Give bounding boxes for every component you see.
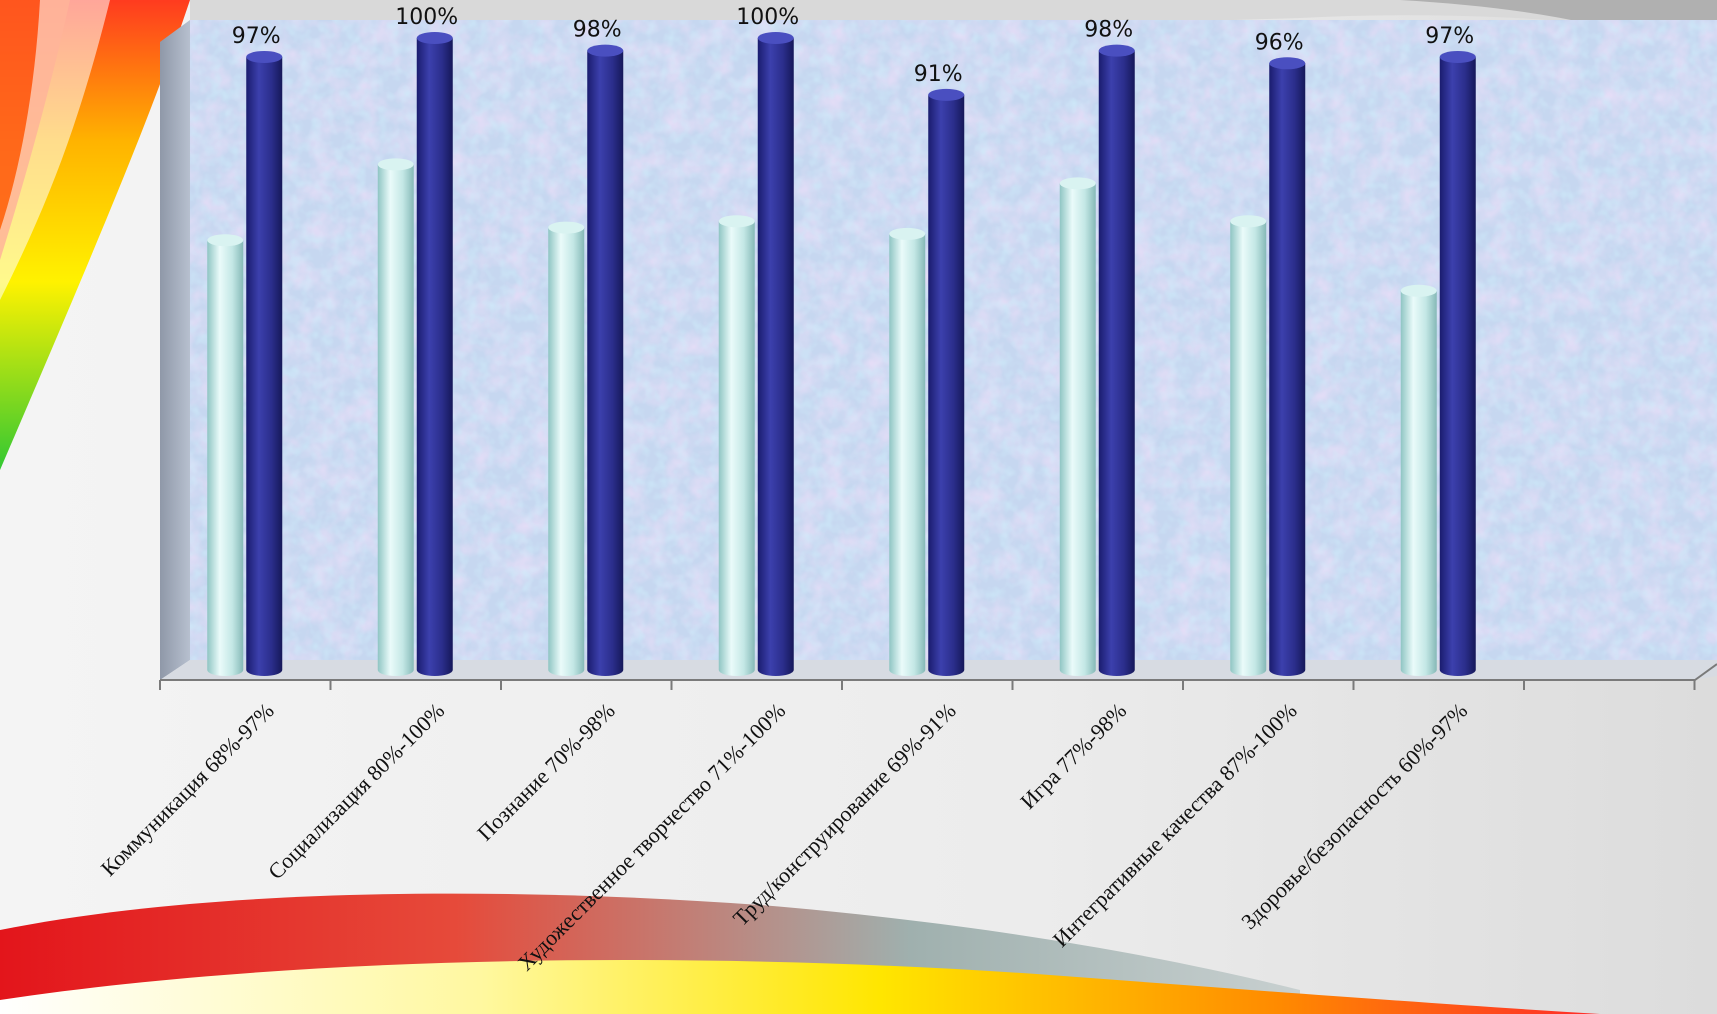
data-labels: 97% 100% 98% 100% 91% 98% 96% 97% bbox=[232, 5, 1474, 87]
bar-series2 bbox=[1269, 57, 1306, 676]
bar-series2 bbox=[757, 32, 794, 676]
data-label: 91% bbox=[914, 62, 963, 87]
category-label: Социализация 80%-100% bbox=[263, 698, 449, 884]
bar-series2 bbox=[1098, 44, 1135, 676]
decor-bottom-swoosh bbox=[0, 893, 1600, 1014]
data-label: 100% bbox=[736, 5, 799, 30]
bar-series2 bbox=[246, 50, 283, 676]
data-label: 96% bbox=[1255, 30, 1304, 55]
bar-series2 bbox=[928, 88, 965, 676]
bar-series1 bbox=[1230, 215, 1267, 676]
data-label: 97% bbox=[1425, 24, 1474, 49]
bar-series1 bbox=[207, 234, 244, 677]
data-label: 100% bbox=[395, 5, 458, 30]
bar-series2 bbox=[1439, 50, 1476, 676]
data-label: 98% bbox=[573, 18, 622, 43]
data-label: 97% bbox=[232, 24, 281, 49]
bar-series1 bbox=[889, 227, 926, 677]
decor-left-swoosh bbox=[0, 0, 190, 470]
bar-series1 bbox=[548, 221, 585, 676]
category-label: Познание 70%-98% bbox=[472, 698, 620, 846]
bars bbox=[207, 32, 1476, 677]
bar-series1 bbox=[1400, 284, 1437, 676]
side-wall bbox=[160, 20, 190, 680]
bar-series1 bbox=[1059, 177, 1096, 677]
category-label: Коммуникация 68%-97% bbox=[96, 698, 279, 881]
x-axis-ticks bbox=[159, 680, 1696, 690]
category-label: Игра 77%-98% bbox=[1015, 698, 1131, 814]
bar-series2 bbox=[416, 32, 453, 676]
bar-series1 bbox=[377, 158, 414, 676]
data-label: 98% bbox=[1084, 18, 1133, 43]
bar-series1 bbox=[718, 215, 755, 676]
bar-series2 bbox=[587, 44, 624, 676]
